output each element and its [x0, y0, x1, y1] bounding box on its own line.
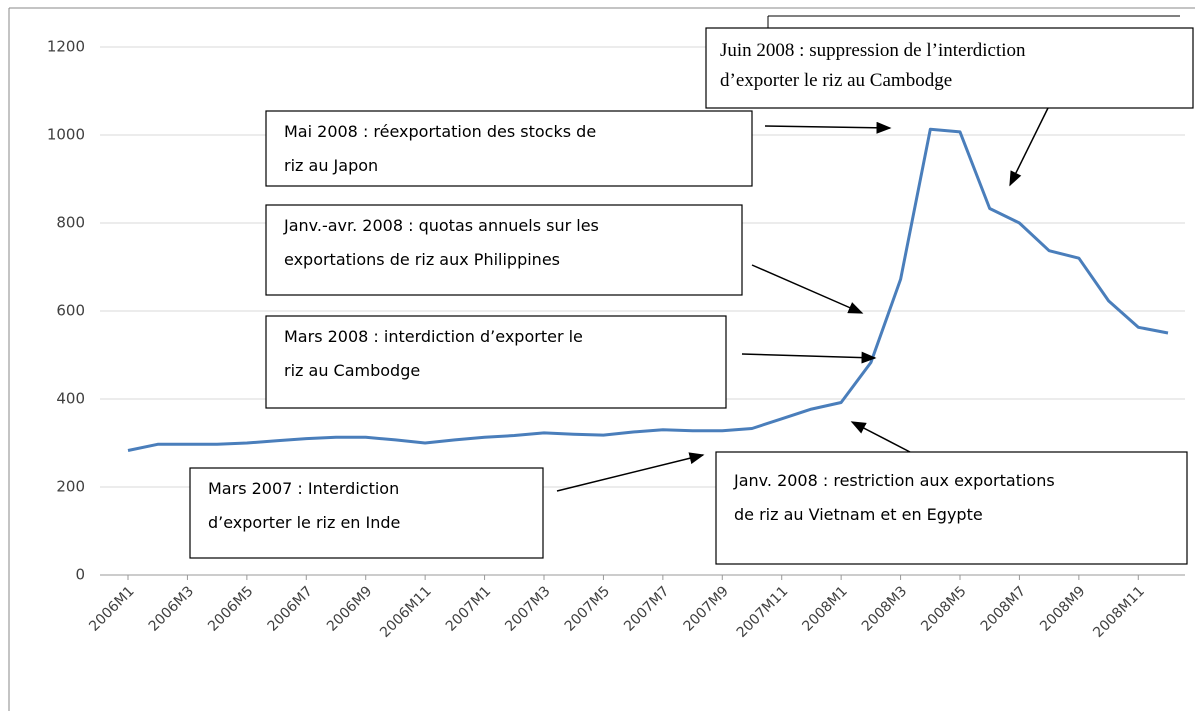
y-tick-label: 600 [56, 302, 85, 320]
arrow [556, 452, 705, 492]
data-line [127, 127, 1169, 452]
x-tick-label: 2008M11 [1090, 583, 1148, 641]
annotation-box [705, 27, 1194, 109]
annotation-box [265, 110, 753, 187]
annotation-box [715, 451, 1188, 565]
x-tick-label: 2007M11 [734, 583, 792, 641]
y-tick-label: 1200 [47, 38, 85, 56]
annotation: Janv.-avr. 2008 : quotas annuels sur les… [265, 204, 743, 296]
x-tick-label: 2007M9 [681, 583, 732, 634]
annotation-text: Janv. 2008 : restriction aux exportation… [733, 471, 1055, 490]
x-tick-label: 2008M1 [799, 583, 850, 634]
x-tick-label: 2006M1 [86, 583, 137, 634]
x-tick-label: 2007M3 [502, 583, 553, 634]
annotation-box [265, 315, 727, 409]
x-tick-label: 2006M9 [324, 583, 375, 634]
annotation: Janv. 2008 : restriction aux exportation… [715, 451, 1188, 565]
annotation-text: exportations de riz aux Philippines [284, 250, 560, 269]
x-tick-label: 2006M3 [146, 583, 197, 634]
arrow [741, 351, 877, 364]
x-tick-label: 2006M11 [377, 583, 435, 641]
x-tick-label: 2008M5 [918, 583, 969, 634]
annotation: Mars 2008 : interdiction d’exporter le ri… [265, 315, 727, 409]
arrow [850, 421, 911, 453]
y-tick-label: 0 [75, 566, 85, 584]
y-tick-label: 200 [56, 478, 85, 496]
arrow [1009, 107, 1049, 187]
annotation-text: d’exporter le riz en Inde [208, 513, 400, 532]
annotation-text: Mai 2008 : réexportation des stocks de [284, 122, 596, 141]
x-tick-label: 2007M7 [621, 583, 672, 634]
x-tick-label: 2008M3 [859, 583, 910, 634]
annotation-text: de riz au Vietnam et en Egypte [734, 505, 983, 524]
y-tick-label: 800 [56, 214, 85, 232]
annotation-text: riz au Japon [284, 156, 378, 175]
annotation-text: Juin 2008 : suppression de l’interdictio… [720, 40, 1026, 61]
annotation-text: Mars 2008 : interdiction d’exporter le [284, 327, 583, 346]
annotation-box [265, 204, 743, 296]
annotation-text: riz au Cambodge [284, 361, 420, 380]
arrow [764, 121, 892, 134]
x-tick-label: 2006M5 [205, 583, 256, 634]
x-tick-label: 2006M7 [265, 583, 316, 634]
y-tick-label: 400 [56, 390, 85, 408]
x-tick-label: 2008M9 [1037, 583, 1088, 634]
annotation-text: Janv.-avr. 2008 : quotas annuels sur les [283, 216, 599, 235]
annotation-text: Mars 2007 : Interdiction [208, 479, 399, 498]
annotation: Mai 2008 : réexportation des stocks de ri… [265, 110, 753, 187]
x-tick-label: 2008M7 [978, 583, 1029, 634]
x-tick-label: 2007M5 [562, 583, 613, 634]
y-tick-label: 1000 [47, 126, 85, 144]
annotation-text: d’exporter le riz au Cambodge [720, 70, 952, 91]
arrow [751, 264, 864, 314]
annotation: Mars 2007 : Interdiction d’exporter le ri… [189, 467, 544, 559]
x-tick-label: 2007M1 [443, 583, 494, 634]
annotation-box [189, 467, 544, 559]
annotation: Juin 2008 : suppression de l’interdictio… [705, 27, 1194, 109]
